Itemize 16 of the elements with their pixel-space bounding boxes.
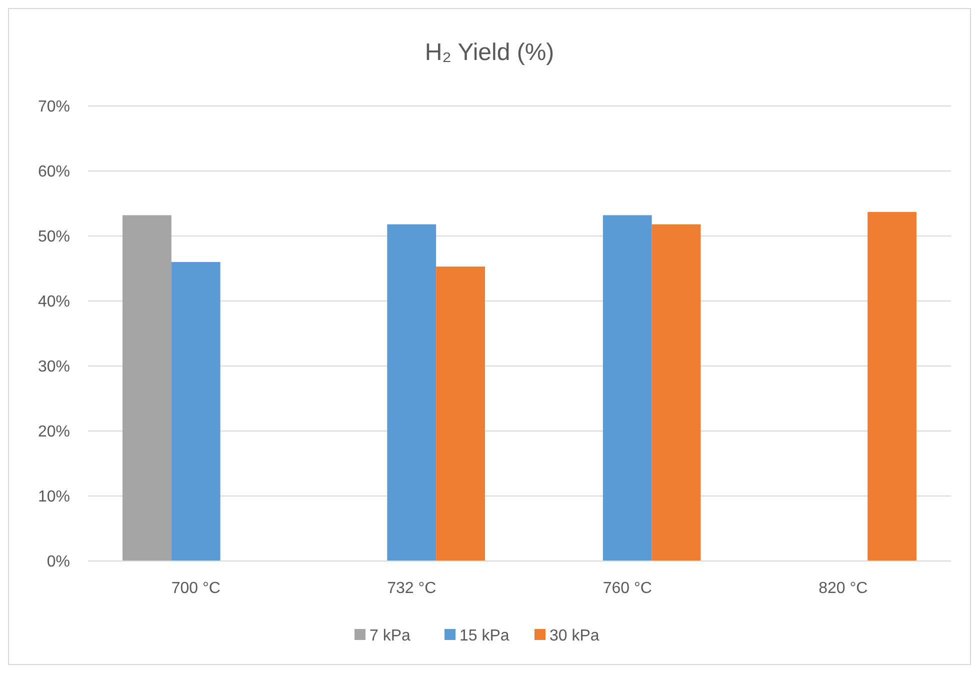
chart-title: H₂ Yield (%) — [424, 39, 554, 66]
y-tick-label: 70% — [38, 98, 70, 116]
legend-label: 7 kPa — [370, 628, 411, 645]
legend-label: 15 kPa — [460, 628, 510, 645]
y-tick-label: 50% — [38, 228, 70, 246]
x-tick-label: 732 °C — [387, 580, 436, 597]
y-tick-label: 10% — [38, 488, 70, 506]
x-tick-label: 700 °C — [171, 580, 220, 597]
legend-label: 30 kPa — [550, 628, 600, 645]
y-tick-label: 60% — [38, 164, 70, 181]
y-tick-label: 20% — [38, 424, 70, 441]
y-tick-label: 40% — [38, 294, 70, 311]
x-tick-label: 760 °C — [602, 580, 652, 597]
x-tick-label: 820 °C — [818, 580, 868, 597]
y-tick-label: 30% — [38, 358, 70, 376]
y-tick-label: 0% — [46, 554, 70, 571]
